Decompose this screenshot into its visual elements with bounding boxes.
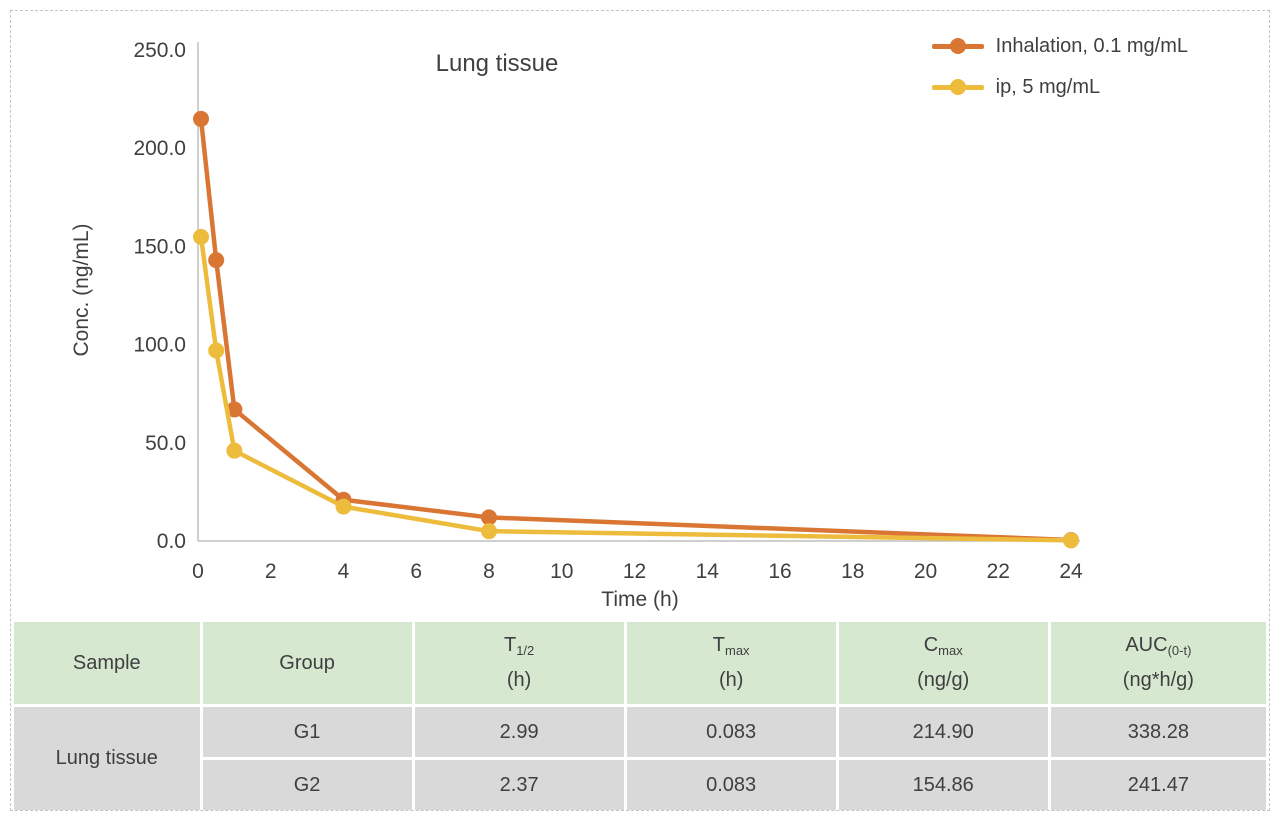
series-line-0 xyxy=(198,116,1074,543)
inhalation-line-swatch xyxy=(931,38,984,54)
g2-t-half-cell: 2.37 xyxy=(414,760,624,810)
chart-title: Lung tissue xyxy=(435,50,559,77)
g1-t-half-cell: 2.99 xyxy=(414,707,624,757)
g2-c-max-cell: 154.86 xyxy=(838,760,1048,810)
x-tick-label: 4 xyxy=(338,560,350,583)
data-point xyxy=(226,401,243,418)
y-tick-label: 0.0 xyxy=(157,530,186,553)
legend-label-inhalation: Inhalation, 0.1 mg/mL xyxy=(995,34,1188,57)
legend-item-ip: ip, 5 mg/mL xyxy=(931,74,1188,100)
col-header-c-max: Cmax (ng/g) xyxy=(838,622,1048,704)
y-tick-label: 50.0 xyxy=(145,432,186,455)
col-header-auc: AUC(0-t) (ng*h/g) xyxy=(1050,622,1266,704)
data-point xyxy=(226,442,243,459)
g1-auc-cell: 338.28 xyxy=(1050,707,1266,757)
g2-t-max-cell: 0.083 xyxy=(626,760,836,810)
data-point xyxy=(208,252,225,269)
g1-group-cell: G1 xyxy=(202,707,412,757)
x-tick-label: 12 xyxy=(623,560,646,583)
g2-group-cell: G2 xyxy=(202,760,412,810)
data-point xyxy=(481,509,497,526)
data-point xyxy=(1063,532,1079,549)
x-tick-label: 6 xyxy=(410,560,422,583)
table-row-g1: Lung tissue G1 2.99 0.083 214.90 338.28 xyxy=(14,707,1266,810)
x-tick-label: 16 xyxy=(768,560,791,583)
legend-label-ip: ip, 5 mg/mL xyxy=(995,75,1101,98)
data-point xyxy=(335,498,352,515)
x-tick-label: 20 xyxy=(914,560,937,583)
data-point xyxy=(193,110,210,127)
sample-cell: Lung tissue xyxy=(14,707,200,810)
col-header-sample: Sample xyxy=(14,622,200,704)
y-tick-label: 200.0 xyxy=(133,137,186,160)
x-tick-label: 2 xyxy=(265,560,277,583)
y-tick-label: 150.0 xyxy=(133,235,186,258)
chart-legend: Inhalation, 0.1 mg/mL ip, 5 mg/mL xyxy=(931,33,1188,100)
g2-auc-cell: 241.47 xyxy=(1050,760,1266,810)
x-axis-label: Time (h) xyxy=(601,588,679,611)
data-point xyxy=(193,228,210,245)
x-tick-label: 24 xyxy=(1059,560,1083,583)
col-header-t-half: T1/2 (h) xyxy=(414,622,624,704)
col-header-group: Group xyxy=(202,622,412,704)
g1-c-max-cell: 214.90 xyxy=(838,707,1048,757)
data-point xyxy=(481,523,497,540)
ip-marker-dot xyxy=(949,79,966,95)
ip-line-swatch xyxy=(931,79,984,95)
legend-item-inhalation: Inhalation, 0.1 mg/mL xyxy=(931,33,1188,59)
inhalation-marker-dot xyxy=(949,38,966,54)
pk-concentration-chart: 0.0 50.0 100.0 150.0 200.0 250.0 0 2 4 6 8 10 12 14 16… xyxy=(70,33,1188,612)
y-tick-label: 250.0 xyxy=(133,39,186,62)
col-header-t-max: Tmax (h) xyxy=(626,622,836,704)
table-row-g2: G2 2.37 0.083 154.86 241.47 xyxy=(14,760,1266,810)
x-tick-label: 22 xyxy=(987,560,1010,583)
pk-parameters-table: Sample Group T1/2 (h) Tmax (h) Cmax (ng/g) … xyxy=(11,619,1269,813)
series-line-1 xyxy=(198,234,1074,543)
x-tick-label: 10 xyxy=(550,560,573,583)
y-tick-label: 100.0 xyxy=(133,334,186,357)
x-tick-label: 8 xyxy=(483,560,495,583)
x-tick-label: 0 xyxy=(192,560,204,583)
y-axis-label: Conc. (ng/mL) xyxy=(70,223,93,357)
table-header-row: Sample Group T1/2 (h) Tmax (h) Cmax (ng/g) … xyxy=(14,622,1266,704)
g1-t-max-cell: 0.083 xyxy=(626,707,836,757)
x-tick-label: 14 xyxy=(696,560,720,583)
data-point xyxy=(208,342,225,359)
x-tick-label: 18 xyxy=(841,560,864,583)
